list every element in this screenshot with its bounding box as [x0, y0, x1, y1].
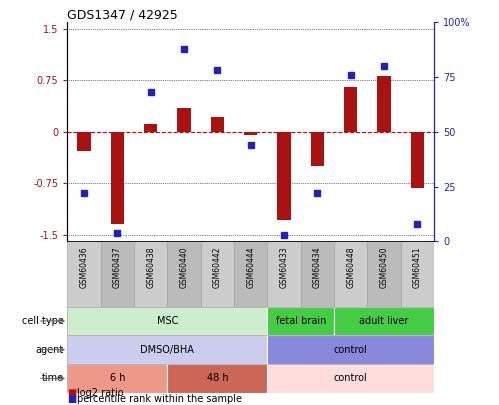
Text: GSM60434: GSM60434: [313, 247, 322, 288]
Bar: [234, 241, 267, 307]
Text: GSM60448: GSM60448: [346, 247, 355, 288]
Text: time: time: [41, 373, 64, 384]
Bar: [301, 241, 334, 307]
Bar: [67, 241, 101, 307]
Text: 48 h: 48 h: [207, 373, 228, 384]
Bar: [134, 241, 167, 307]
Bar: [344, 87, 357, 132]
Bar: [311, 132, 324, 166]
Bar: [267, 307, 334, 335]
Bar: [334, 307, 434, 335]
Bar: [101, 241, 134, 307]
Bar: [267, 241, 301, 307]
Bar: [267, 364, 434, 393]
Text: control: control: [334, 373, 368, 384]
Text: GSM60436: GSM60436: [79, 247, 88, 288]
Bar: [67, 335, 267, 364]
Bar: [401, 241, 434, 307]
Bar: [211, 117, 224, 132]
Text: 6 h: 6 h: [110, 373, 125, 384]
Bar: [167, 241, 201, 307]
Bar: [67, 364, 167, 393]
Text: DMSO/BHA: DMSO/BHA: [140, 345, 194, 355]
Text: ■: ■: [67, 394, 77, 404]
Text: GSM60437: GSM60437: [113, 247, 122, 288]
Text: GSM60444: GSM60444: [246, 247, 255, 288]
Bar: [244, 132, 257, 135]
Text: GSM60450: GSM60450: [380, 247, 389, 288]
Bar: [178, 108, 191, 132]
Text: ■: ■: [67, 388, 77, 398]
Bar: [411, 132, 424, 188]
Text: control: control: [334, 345, 368, 355]
Bar: [277, 132, 291, 220]
Text: cell type: cell type: [22, 316, 64, 326]
Bar: [111, 132, 124, 224]
Text: percentile rank within the sample: percentile rank within the sample: [77, 394, 243, 404]
Text: GSM60440: GSM60440: [180, 247, 189, 288]
Bar: [67, 307, 267, 335]
Text: GSM60433: GSM60433: [279, 247, 288, 288]
Bar: [267, 335, 434, 364]
Bar: [77, 132, 91, 151]
Text: agent: agent: [35, 345, 64, 355]
Text: log2 ratio: log2 ratio: [77, 388, 124, 398]
Bar: [334, 241, 367, 307]
Bar: [377, 76, 391, 132]
Text: GDS1347 / 42925: GDS1347 / 42925: [67, 8, 178, 21]
Text: adult liver: adult liver: [359, 316, 409, 326]
Bar: [367, 241, 401, 307]
Text: MSC: MSC: [157, 316, 178, 326]
Bar: [167, 364, 267, 393]
Bar: [144, 124, 157, 132]
Bar: [201, 241, 234, 307]
Text: fetal brain: fetal brain: [275, 316, 326, 326]
Text: GSM60451: GSM60451: [413, 247, 422, 288]
Text: GSM60442: GSM60442: [213, 247, 222, 288]
Text: GSM60438: GSM60438: [146, 247, 155, 288]
